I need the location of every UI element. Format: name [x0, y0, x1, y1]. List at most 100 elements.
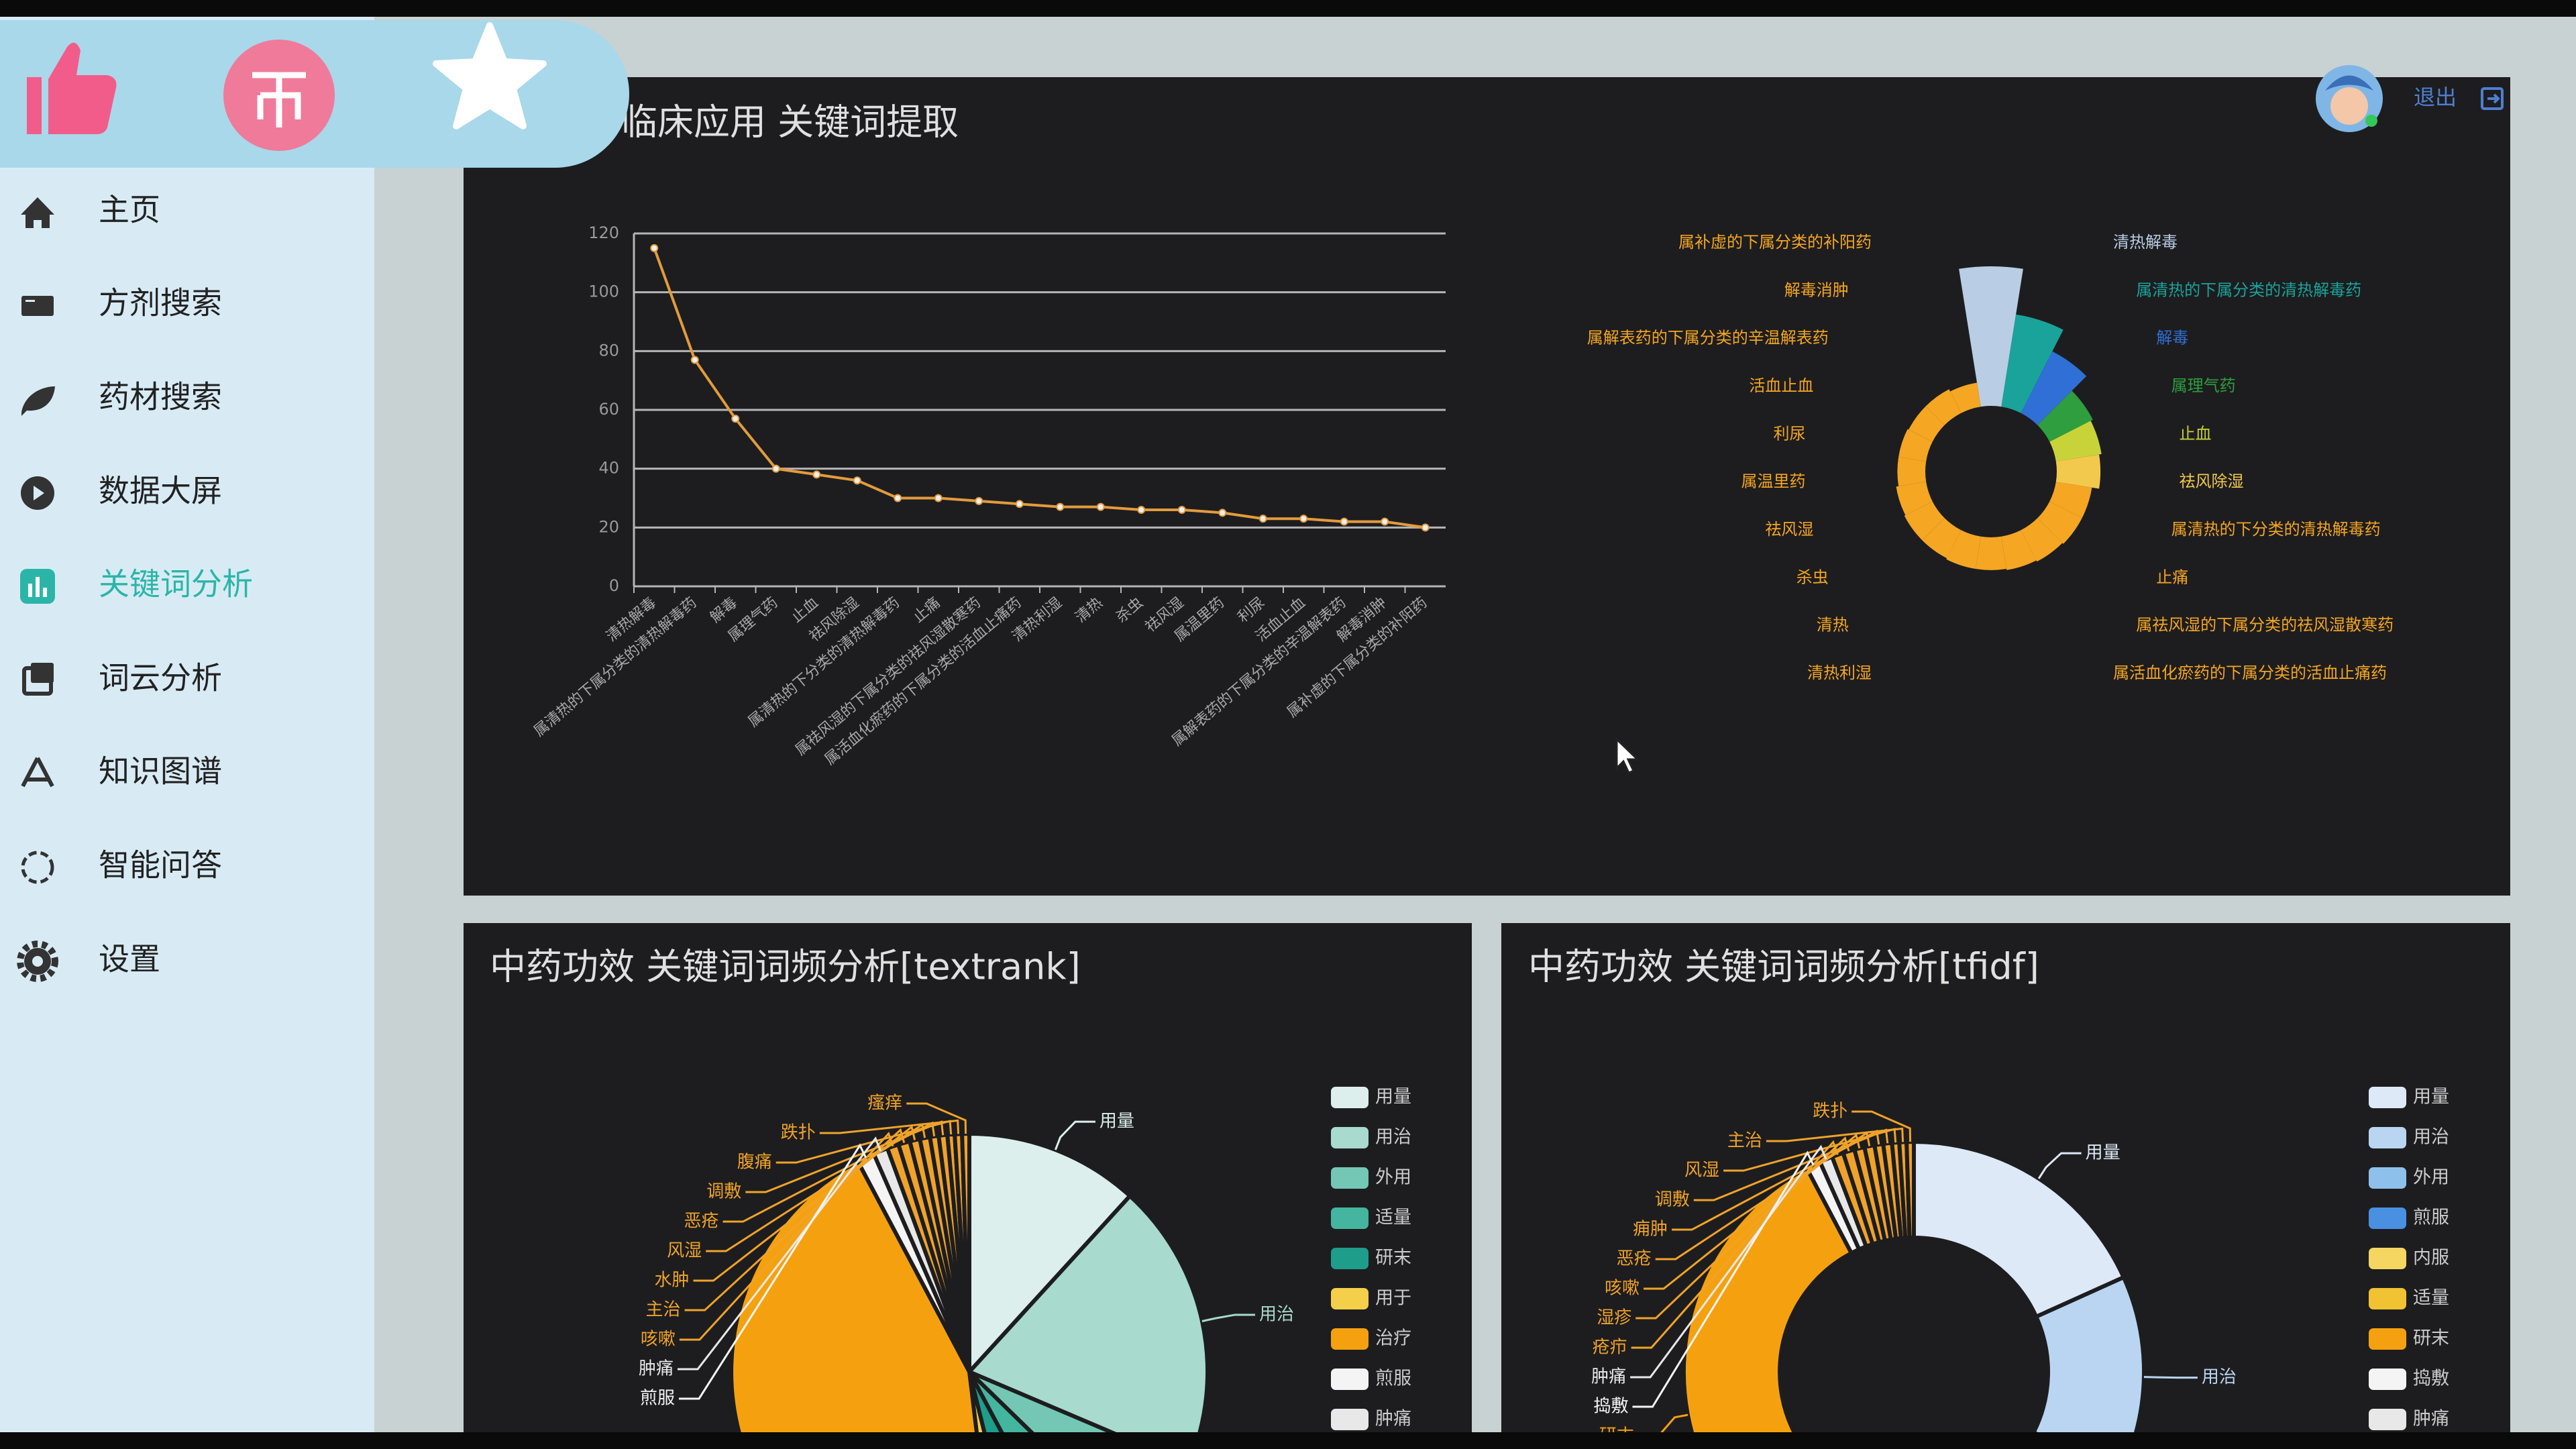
menu-item[interactable]: 关键词分析 [99, 566, 253, 602]
slice-label: 跌扑 [1813, 1102, 1847, 1122]
legend-label[interactable]: 煎服 [2413, 1208, 2449, 1228]
slice [967, 1131, 1133, 1377]
point [1421, 523, 1430, 532]
slice-label: 用量 [2086, 1143, 2121, 1163]
line [653, 248, 1426, 529]
label-line [2037, 1152, 2082, 1179]
legend-label[interactable]: 外用 [2413, 1167, 2449, 1188]
rose-label: 清热解毒 [2113, 233, 2178, 252]
slice-label: 腹痛 [737, 1152, 772, 1173]
avatar-face [2330, 87, 2368, 125]
label-line [722, 1121, 936, 1223]
point [1340, 517, 1348, 526]
menu-item[interactable]: 设置 [99, 941, 160, 977]
rose-segment [2021, 518, 2063, 562]
icon-graph [21, 757, 54, 788]
legend-label[interactable]: 适量 [1375, 1208, 1411, 1228]
point [1137, 506, 1146, 515]
rose-segment [1897, 457, 1927, 486]
sidebar [0, 17, 374, 1432]
slice-label: 跌扑 [781, 1123, 816, 1143]
menu-item[interactable]: 药材搜索 [99, 379, 222, 415]
legend-label[interactable]: 捣敷 [2413, 1368, 2449, 1389]
legend-label[interactable]: 治疗 [1375, 1328, 1411, 1349]
slice-label: 调敷 [1655, 1190, 1690, 1210]
icon-qa [21, 851, 54, 884]
rose-segment [2021, 351, 2087, 425]
point [975, 496, 983, 505]
rose-segment [2001, 530, 2037, 570]
label-line [684, 1128, 906, 1311]
legend-label[interactable]: 用于 [1375, 1288, 1411, 1309]
menu-item[interactable]: 方剂搜索 [99, 285, 222, 321]
legend-swatch [2369, 1288, 2406, 1309]
legend-label[interactable]: 煎服 [1375, 1368, 1411, 1389]
legend-label[interactable]: 研末 [1375, 1248, 1411, 1269]
slice-label: 咳嗽 [641, 1330, 676, 1350]
point [690, 356, 699, 364]
top-bar [0, 0, 2576, 17]
slice-label: 主治 [646, 1300, 681, 1320]
cursor [1615, 737, 1640, 774]
legend-label[interactable]: 用治 [1375, 1127, 1411, 1148]
legend-label[interactable]: 用量 [2413, 1087, 2449, 1108]
label-line [1672, 1129, 1880, 1231]
slice-label: 风湿 [1684, 1161, 1719, 1181]
slice [967, 1371, 1004, 1432]
rose-segment [2049, 482, 2092, 519]
point [1177, 506, 1186, 515]
avatar-status [2365, 115, 2377, 127]
point [934, 494, 943, 502]
legend-swatch [2369, 1087, 2406, 1108]
slice-label: 肿痛 [639, 1359, 674, 1379]
label-line [678, 1143, 867, 1400]
y-tick-label: 80 [598, 341, 619, 360]
menu-item[interactable]: 智能问答 [99, 847, 222, 883]
slice-label: 恶疮 [1617, 1249, 1652, 1269]
slice-label: 主治 [1727, 1131, 1762, 1151]
legend-label[interactable]: 用量 [1375, 1087, 1411, 1108]
coin-glyph [252, 72, 306, 127]
legend-swatch [1331, 1248, 1368, 1269]
label-line [1632, 1150, 1815, 1408]
logout-icon[interactable] [2481, 87, 2504, 110]
menu-item[interactable]: 知识图谱 [99, 753, 222, 790]
panel-title: 中药功效 关键词词频分析[textrank] [490, 946, 1081, 988]
legend-label[interactable]: 适量 [2413, 1288, 2449, 1309]
favorite-button[interactable] [433, 22, 547, 129]
legend-label[interactable]: 肿痛 [2413, 1409, 2449, 1430]
slice-label: 瘙痒 [867, 1093, 902, 1114]
slice-label: 研末 [1599, 1426, 1634, 1446]
like-button[interactable] [27, 42, 117, 134]
rose-label: 属活血化瘀药的下属分类的活血止痛药 [2113, 663, 2387, 682]
point [771, 464, 780, 473]
legend-label[interactable]: 内服 [2413, 1248, 2449, 1269]
legend-label[interactable]: 研末 [2413, 1328, 2449, 1349]
slice-label: 肿痛 [1591, 1367, 1626, 1387]
slice [967, 1370, 1034, 1432]
legend-swatch [1331, 1167, 1368, 1189]
rose-label: 祛风除湿 [2179, 472, 2243, 491]
rose-segment [1959, 266, 2023, 407]
slice [1912, 1139, 2127, 1320]
menu-item[interactable]: 数据大屏 [99, 473, 222, 509]
logout-link[interactable]: 退出 [2414, 85, 2457, 110]
legend-swatch [2369, 1127, 2406, 1148]
slice-label: 水肿 [654, 1271, 689, 1291]
rose-label: 解毒消肿 [1784, 280, 1849, 299]
legend-label[interactable]: 肿痛 [1375, 1409, 1411, 1430]
label-line [1201, 1313, 1255, 1322]
rose-label: 清热利湿 [1807, 663, 1872, 682]
rose-segment [2037, 390, 2093, 442]
rose-label: 解毒 [2156, 329, 2188, 347]
rose-label: 利尿 [1774, 424, 1806, 443]
menu-item[interactable]: 主页 [99, 192, 160, 228]
icon-analysis-bar [36, 577, 40, 597]
legend-label[interactable]: 外用 [1375, 1167, 1411, 1188]
label-line [1766, 1127, 1904, 1142]
legend-label[interactable]: 用治 [2413, 1127, 2449, 1148]
menu-item[interactable]: 词云分析 [99, 660, 222, 696]
